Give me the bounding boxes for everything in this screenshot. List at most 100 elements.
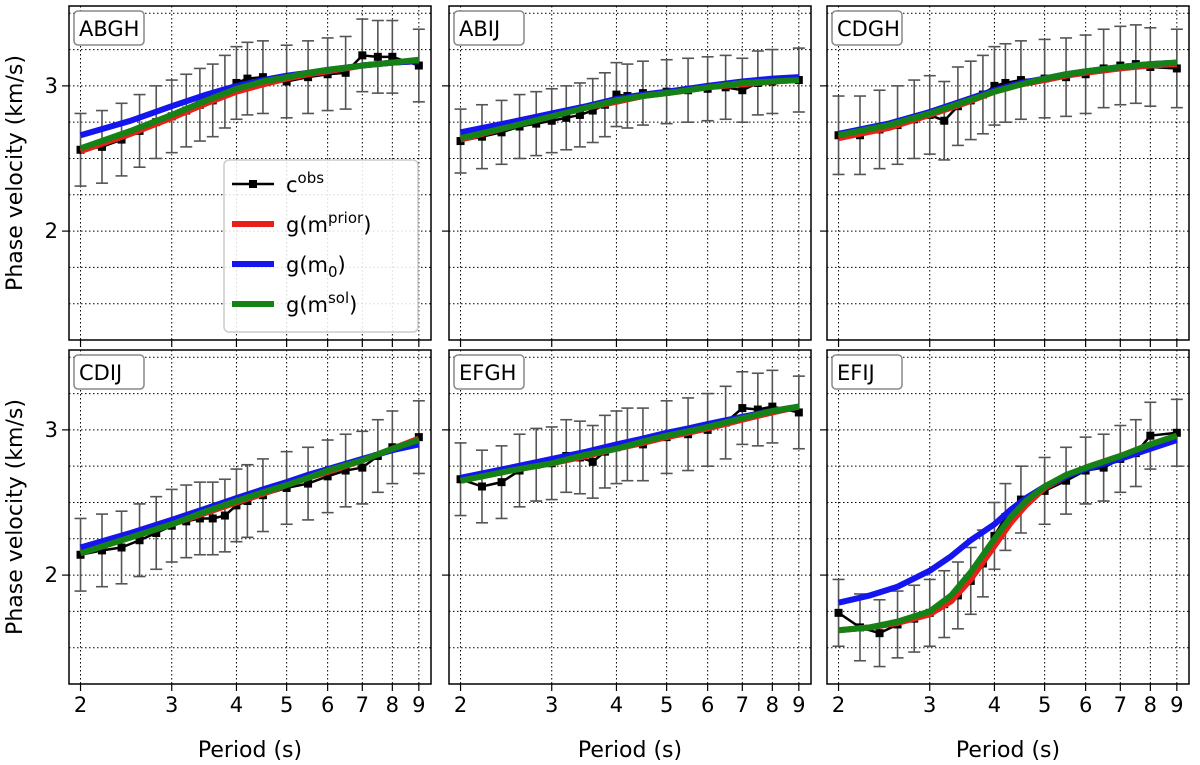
series-line-m0 bbox=[79, 58, 420, 139]
obs-marker bbox=[414, 61, 423, 70]
panel-label-box bbox=[73, 10, 145, 46]
x-tick-label: 4 bbox=[988, 693, 1001, 717]
obs-marker bbox=[1062, 476, 1071, 485]
obs-marker bbox=[532, 119, 541, 128]
legend-item-obs: cobs bbox=[232, 169, 324, 197]
panel-label-box bbox=[453, 354, 525, 390]
obs-marker bbox=[875, 629, 884, 638]
series-line-obs bbox=[460, 78, 799, 143]
legend-item-m0: g(m0) bbox=[232, 253, 346, 281]
panel-label-text: EFGH bbox=[459, 361, 516, 385]
legend-item-sol: g(msol) bbox=[232, 289, 357, 317]
obs-marker bbox=[940, 116, 949, 125]
panel-CDGH: CDGH bbox=[820, 5, 1190, 347]
x-tick-label: 2 bbox=[454, 693, 467, 717]
obs-marker bbox=[1001, 78, 1010, 87]
x-tick-label: 2 bbox=[832, 693, 845, 717]
grid bbox=[449, 350, 811, 684]
x-tick-label: 3 bbox=[545, 693, 558, 717]
grid bbox=[827, 350, 1189, 684]
x-tick-label: 8 bbox=[386, 693, 399, 717]
legend-label: g(msol) bbox=[286, 289, 357, 317]
obs-marker bbox=[97, 546, 106, 555]
legend-label: g(mprior) bbox=[286, 209, 371, 237]
y-axis-label: Phase velocity (km/s) bbox=[3, 55, 28, 291]
x-tick-label: 6 bbox=[321, 693, 334, 717]
panel-EFIJ: 2 3 4 5 6 7 8 9 EFIJ Period (s) bbox=[820, 349, 1190, 763]
obs-marker bbox=[794, 408, 803, 417]
panel-label-box bbox=[73, 354, 145, 390]
x-tick-label: 5 bbox=[280, 693, 293, 717]
error-bars bbox=[454, 47, 805, 174]
obs-marker bbox=[195, 514, 204, 523]
obs-marker bbox=[208, 514, 217, 523]
obs-marker bbox=[575, 110, 584, 119]
obs-marker bbox=[990, 81, 999, 90]
obs-marker bbox=[243, 74, 252, 83]
obs-marker bbox=[341, 466, 350, 475]
panel-CDIJ: 2 3 4 5 6 7 8 9 2 3 CDIJ Period (s) Phase velocity (… bbox=[3, 349, 432, 763]
x-tick-label: 7 bbox=[1114, 693, 1127, 717]
series-line-sol bbox=[459, 403, 800, 484]
panel-label-box bbox=[831, 10, 903, 46]
panel-label: CDIJ bbox=[73, 354, 145, 390]
series-line-sol bbox=[79, 56, 420, 152]
x-axis-label: Period (s) bbox=[578, 738, 682, 763]
x-tick-label: 9 bbox=[412, 693, 425, 717]
plot-frame bbox=[448, 5, 812, 341]
obs-marker bbox=[562, 113, 571, 122]
x-tick-label: 6 bbox=[701, 693, 714, 717]
grid bbox=[449, 6, 811, 340]
obs-marker bbox=[1146, 431, 1155, 440]
obs-marker bbox=[1099, 463, 1108, 472]
obs-marker bbox=[738, 404, 747, 413]
x-tick-label: 8 bbox=[1144, 693, 1157, 717]
legend-item-prior: g(mprior) bbox=[232, 209, 371, 237]
panel-label: EFIJ bbox=[831, 354, 903, 390]
obs-marker bbox=[612, 90, 621, 99]
y-tick-label: 2 bbox=[45, 563, 58, 587]
series-line-sol bbox=[838, 432, 1178, 634]
obs-marker bbox=[497, 478, 506, 487]
panel-label-box bbox=[831, 354, 903, 390]
x-tick-label: 4 bbox=[230, 693, 243, 717]
y-tick-label: 3 bbox=[45, 74, 58, 98]
panel-label-text: ABGH bbox=[79, 17, 139, 41]
y-tick-label: 2 bbox=[45, 219, 58, 243]
obs-marker bbox=[834, 608, 843, 617]
obs-marker bbox=[768, 402, 777, 411]
x-tick-label: 8 bbox=[766, 693, 779, 717]
obs-marker bbox=[373, 52, 382, 61]
panel-ABIJ: ABIJ bbox=[442, 5, 812, 347]
legend-box bbox=[223, 159, 419, 333]
y-axis-label: Phase velocity (km/s) bbox=[3, 399, 28, 635]
plot-frame bbox=[68, 5, 432, 341]
series-line-obs bbox=[837, 431, 1177, 635]
panel-label: ABGH bbox=[73, 10, 145, 46]
error-bars bbox=[832, 24, 1183, 176]
series-line-prior bbox=[459, 77, 800, 143]
legend-label: cobs bbox=[286, 169, 324, 197]
panel-label-text: CDGH bbox=[837, 17, 900, 41]
x-tick-label: 2 bbox=[74, 693, 87, 717]
x-axis-label: Period (s) bbox=[198, 738, 302, 763]
obs-marker bbox=[588, 457, 597, 466]
obs-marker bbox=[456, 137, 465, 146]
x-tick-label: 3 bbox=[165, 693, 178, 717]
x-tick-label: 9 bbox=[1170, 693, 1183, 717]
obs-marker bbox=[341, 68, 350, 77]
obs-marker bbox=[304, 479, 313, 488]
panel-label: CDGH bbox=[831, 10, 903, 46]
series-line-sol bbox=[837, 59, 1178, 139]
grid bbox=[827, 6, 1189, 340]
obs-marker bbox=[135, 536, 144, 545]
panel-label-box bbox=[453, 10, 525, 46]
obs-marker bbox=[76, 550, 85, 559]
grid bbox=[69, 350, 431, 684]
obs-marker bbox=[547, 116, 556, 125]
obs-marker bbox=[1172, 428, 1181, 437]
legend-label: g(m0) bbox=[286, 253, 346, 281]
x-axis-label: Period (s) bbox=[956, 738, 1060, 763]
x-tick-label: 6 bbox=[1079, 693, 1092, 717]
